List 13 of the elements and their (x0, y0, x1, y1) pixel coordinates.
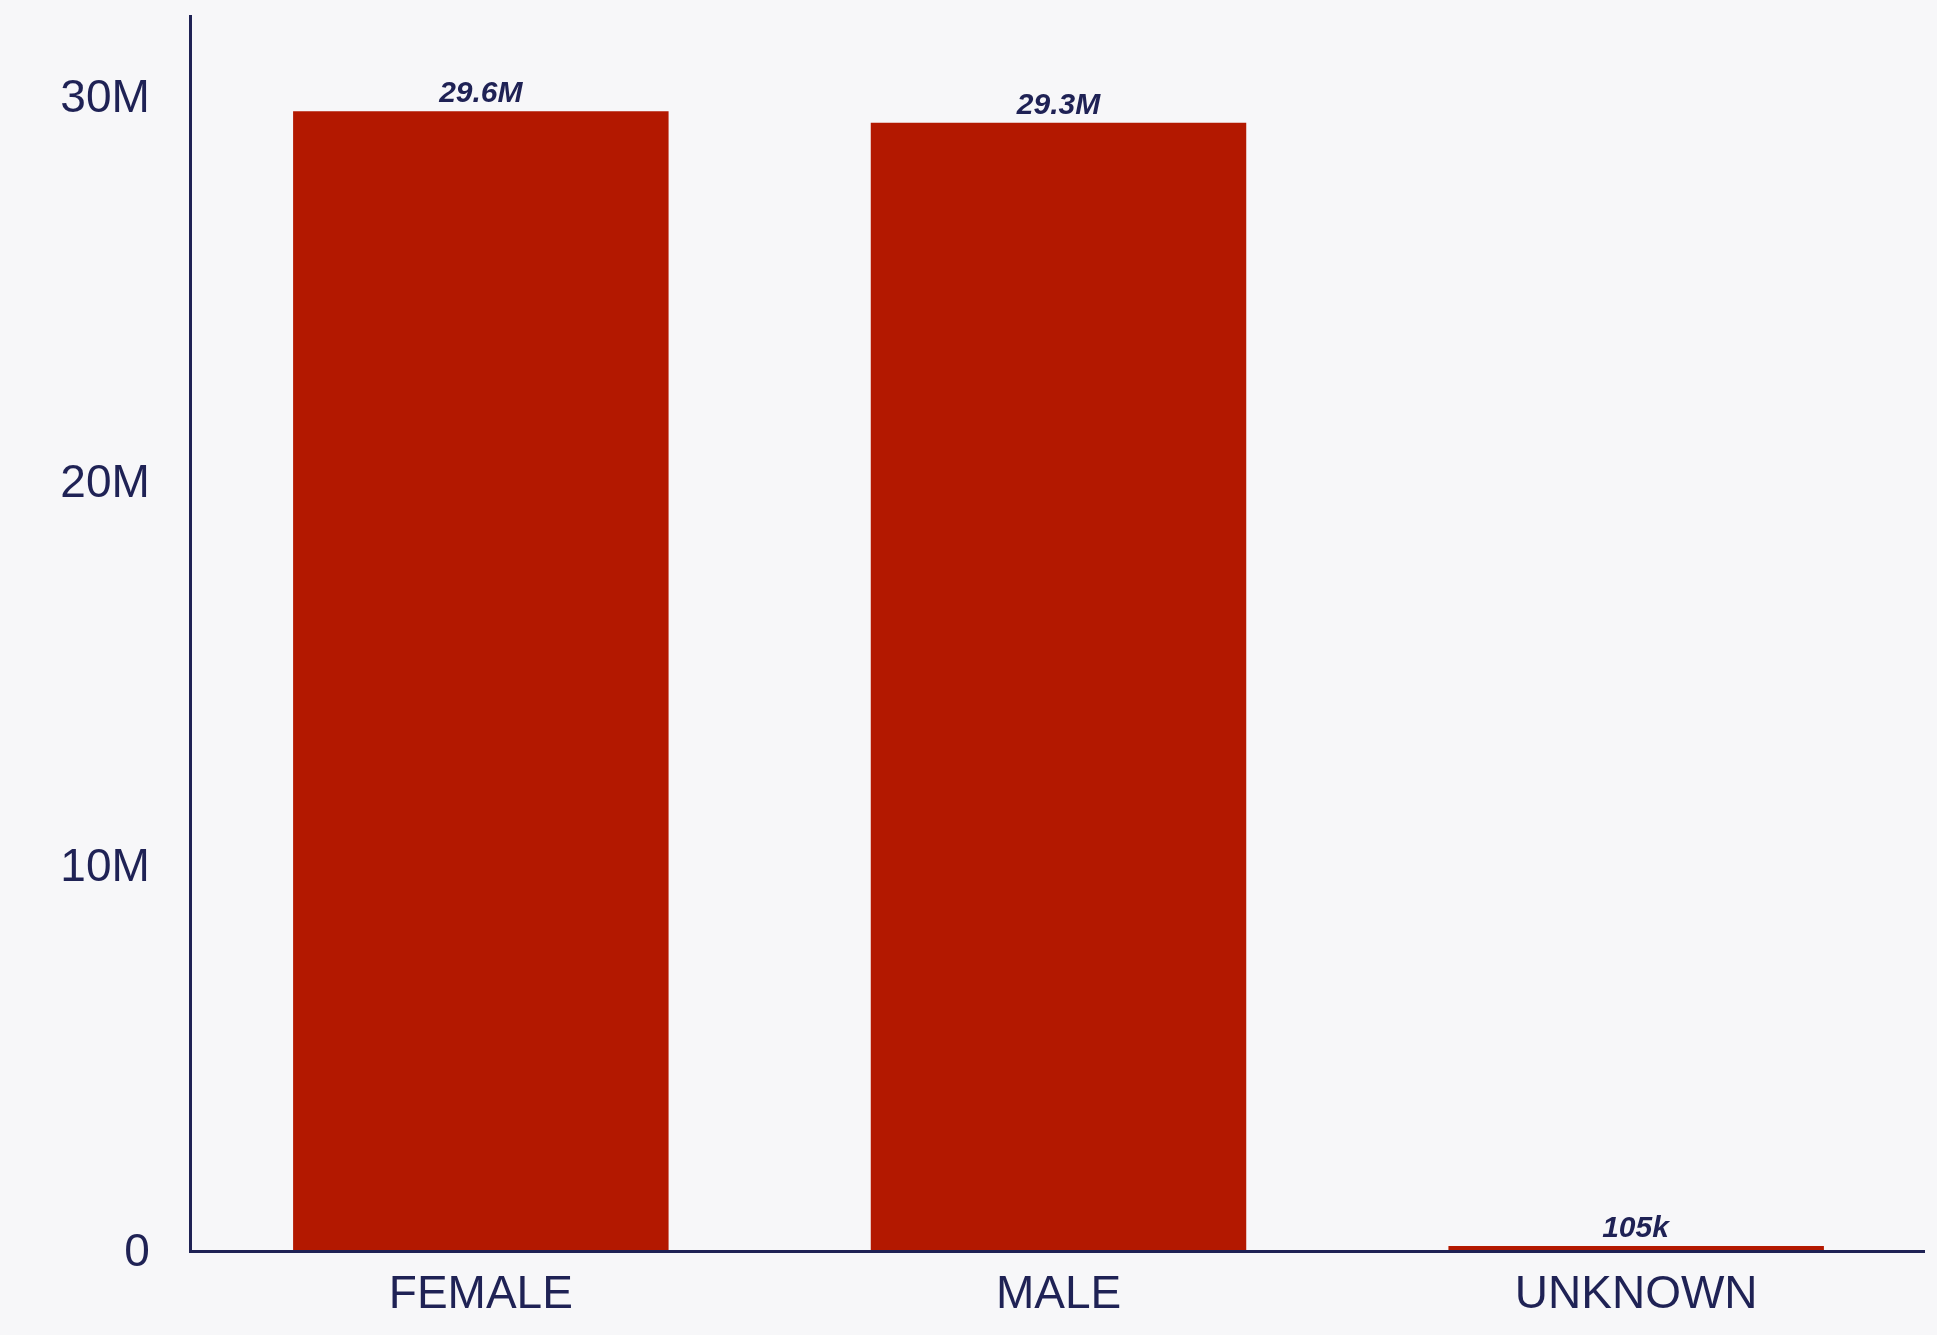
bar (870, 122, 1247, 1250)
data-label: 29.3M (1015, 86, 1102, 120)
y-tick-label: 30M (60, 69, 150, 122)
y-tick-label: 0 (124, 1224, 150, 1277)
y-tick-label: 20M (60, 454, 150, 507)
x-tick-label: MALE (995, 1266, 1122, 1319)
bar (1448, 1245, 1824, 1250)
data-label: 105k (1602, 1209, 1671, 1243)
x-tick-label: UNKNOWN (1514, 1266, 1758, 1319)
y-tick-label: 10M (60, 839, 150, 892)
x-tick-label: FEMALE (388, 1266, 573, 1319)
data-label: 29.6M (438, 75, 524, 109)
bar (293, 111, 669, 1250)
